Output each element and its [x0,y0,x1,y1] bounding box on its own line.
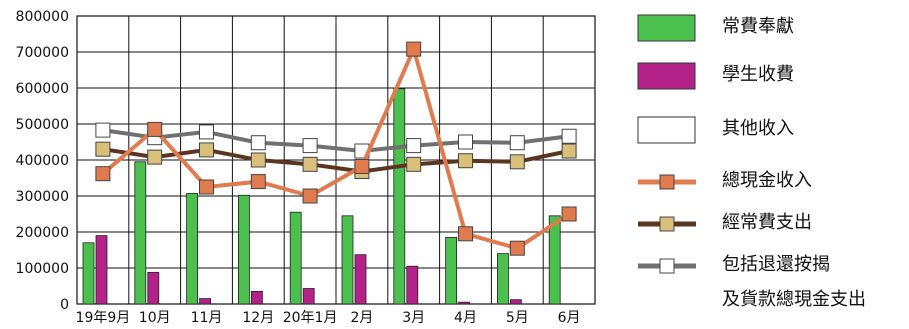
x-tick-label: 5月 [506,310,529,326]
series-point-3 [458,134,473,150]
legend-marker [659,216,675,232]
legend-swatch-total-cash-expenditure [638,258,696,274]
y-tick-label: 200000 [16,225,69,241]
x-tick-label: 19年9月 [76,310,131,326]
legend-box [637,14,696,42]
legend-label-general-offering: 常費奉獻 [722,16,794,37]
legend-item-total-cash-expenditure: 包括退還按揭 及貨款總現金支出 [630,248,909,318]
bar-2 [509,299,522,305]
series-point-3 [302,138,318,154]
legend-item-general-offering: 常費奉獻 [630,10,909,46]
series-point-2 [95,141,111,157]
x-tick-label: 3月 [402,310,425,326]
series-point-3 [199,124,214,140]
y-tick-label: 100000 [16,261,69,277]
bar-1 [548,215,561,305]
legend-swatch-total-cash-income [638,174,696,190]
bar-2 [147,271,160,305]
x-tick-label: 10月 [139,310,171,326]
series-line-1 [101,47,571,251]
bar-1 [134,161,147,305]
legend-item-recurring-expenditure: 經常費支出 [630,206,909,242]
series-point-2 [302,156,318,172]
y-tick-label: 700000 [16,45,69,61]
bar-2 [199,298,212,305]
series-point-2 [250,152,266,168]
bar-1 [445,236,458,305]
x-tick-label: 4月 [454,310,477,326]
series-point-1 [561,206,577,222]
series-point-3 [250,135,266,151]
series-point-3 [561,128,577,144]
series-point-1 [458,226,473,242]
series-line-3 [102,128,570,153]
series-point-3 [406,138,422,154]
legend: 常費奉獻 學生收費 其他收入 總現金收入 經常費支出 包括退還按揭 及貨款總現金 [630,0,909,329]
legend-label-total-cash-expenditure-line2: 及貨款總現金支出 [722,289,866,310]
legend-swatch-recurring-expenditure [638,216,696,232]
y-tick-label: 600000 [16,81,69,97]
series-point-2 [509,154,525,170]
legend-swatch-general-offering [637,14,696,42]
legend-marker [659,174,675,190]
series-point-1 [509,240,525,256]
y-tick-label: 400000 [16,153,69,169]
series-point-2 [458,153,473,169]
legend-label-total-cash-expenditure: 包括退還按揭 [722,254,830,275]
legend-label-student-fees: 學生收費 [722,64,794,85]
bar-2 [302,288,315,305]
x-tick-label: 11月 [191,310,223,326]
legend-label-other-income: 其他收入 [722,118,794,139]
series-point-1 [199,179,214,195]
bar-1 [237,194,250,305]
bar-1 [393,88,406,305]
x-tick-label: 12月 [242,310,274,326]
bar-1 [496,253,509,305]
series-point-1 [95,166,111,182]
bar-1 [341,215,354,305]
y-tick-label: 0 [60,297,69,313]
bar-1 [289,211,302,305]
series-point-2 [147,149,163,165]
series-point-2 [199,142,214,158]
series-point-3 [95,122,111,138]
bar-2 [458,301,471,305]
legend-item-total-cash-income: 總現金收入 [630,164,909,200]
x-tick-label: 20年1月 [283,310,338,326]
x-tick-label: 6月 [558,310,581,326]
chart: 0 100000 200000 300000 400000 500000 600000 700… [16,9,596,326]
legend-box [637,116,696,144]
legend-item-student-fees: 學生收費 [630,58,909,94]
bar-1 [82,242,95,305]
series-point-2 [406,156,422,172]
y-tick-label: 800000 [16,9,69,25]
legend-label-total-cash-income: 總現金收入 [722,170,812,191]
series-point-1 [250,174,266,190]
x-tick-label: 2月 [350,310,373,326]
series-line-2 [102,147,570,174]
series-point-1 [147,121,163,137]
legend-swatch-student-fees [637,62,696,90]
y-tick-label: 300000 [16,189,69,205]
series-point-2 [561,143,577,159]
legend-item-other-income: 其他收入 [630,112,909,148]
y-tick-label: 500000 [16,117,69,133]
series-point-1 [406,41,422,57]
bar-1 [186,193,199,305]
bar-2 [95,235,108,305]
bar-2 [354,254,367,305]
legend-box [637,62,696,90]
series-point-1 [302,188,318,204]
bar-2 [250,290,263,305]
legend-label-recurring-expenditure: 經常費支出 [722,212,812,233]
legend-swatch-other-income [637,116,696,144]
legend-marker [659,258,675,274]
bar-2 [406,265,419,305]
series-point-3 [509,135,525,151]
series-point-1 [354,158,370,174]
